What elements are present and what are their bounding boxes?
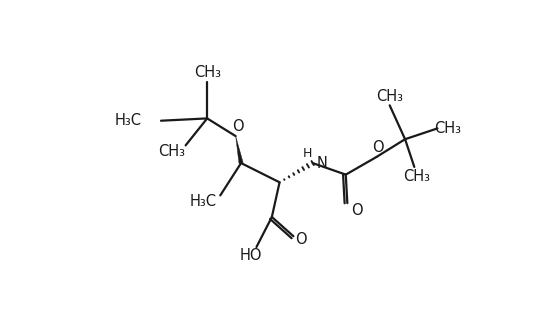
- Text: H₃C: H₃C: [190, 194, 217, 209]
- Text: O: O: [372, 140, 384, 155]
- Text: H: H: [302, 147, 312, 160]
- Text: O: O: [232, 119, 244, 134]
- Text: HO: HO: [240, 248, 262, 263]
- Text: CH₃: CH₃: [403, 169, 430, 184]
- Text: O: O: [295, 232, 307, 247]
- Text: H₃C: H₃C: [115, 113, 142, 128]
- Text: CH₃: CH₃: [434, 121, 461, 136]
- Text: N: N: [317, 156, 327, 171]
- Text: CH₃: CH₃: [158, 144, 185, 159]
- Text: CH₃: CH₃: [376, 89, 403, 104]
- Text: CH₃: CH₃: [194, 65, 221, 80]
- Text: O: O: [351, 203, 363, 218]
- Polygon shape: [236, 136, 243, 163]
